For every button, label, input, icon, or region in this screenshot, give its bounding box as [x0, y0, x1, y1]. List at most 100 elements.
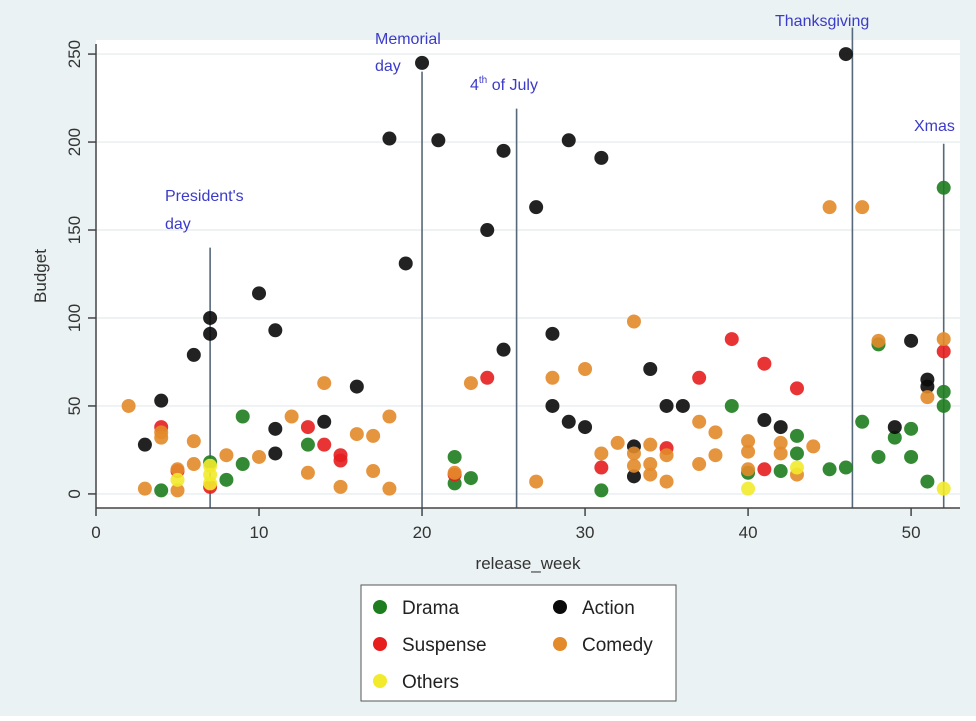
point-comedy	[806, 439, 821, 454]
y-tick-label: 250	[65, 40, 84, 68]
holiday-label-cont: day	[375, 58, 401, 75]
point-action	[317, 414, 332, 429]
legend-item-others: Others	[373, 672, 459, 693]
point-comedy	[643, 437, 658, 452]
point-comedy	[708, 425, 723, 440]
point-drama	[724, 398, 739, 413]
point-action	[382, 131, 397, 146]
point-drama	[936, 384, 951, 399]
holiday-lines	[209, 27, 945, 508]
point-comedy	[578, 362, 593, 377]
legend-marker	[373, 637, 387, 651]
point-comedy	[382, 481, 397, 496]
point-action	[268, 446, 283, 461]
point-comedy	[626, 314, 641, 329]
point-action	[529, 200, 544, 215]
point-drama	[235, 409, 250, 424]
point-comedy	[529, 474, 544, 489]
point-action	[431, 133, 446, 148]
legend-marker	[373, 674, 387, 688]
point-action	[594, 150, 609, 165]
legend-item-suspense: Suspense	[373, 635, 487, 656]
point-action	[480, 223, 495, 238]
point-others	[741, 481, 756, 496]
holiday-label: 4th of July	[470, 75, 538, 94]
y-gridlines	[96, 53, 960, 495]
point-comedy	[741, 444, 756, 459]
holiday-label: Thanksgiving	[775, 13, 869, 30]
x-axis-title: release_week	[476, 554, 581, 573]
point-action	[268, 323, 283, 338]
point-comedy	[186, 434, 201, 449]
point-comedy	[610, 435, 625, 450]
data-points	[121, 47, 951, 498]
x-tick-label: 30	[576, 523, 595, 542]
point-action	[398, 256, 413, 271]
point-comedy	[121, 398, 136, 413]
legend-label: Comedy	[582, 635, 653, 656]
legend-label: Others	[402, 672, 459, 693]
point-comedy	[773, 446, 788, 461]
y-tick-label: 200	[65, 128, 84, 156]
point-comedy	[317, 376, 332, 391]
point-comedy	[594, 446, 609, 461]
legend-item-action: Action	[553, 598, 635, 619]
point-comedy	[463, 376, 478, 391]
point-drama	[871, 449, 886, 464]
point-comedy	[871, 333, 886, 348]
y-ticks: 0 50 100 150 200 250	[65, 40, 96, 499]
point-suspense	[724, 332, 739, 347]
point-drama	[594, 483, 609, 498]
point-drama	[235, 457, 250, 472]
point-comedy	[708, 448, 723, 463]
point-comedy	[366, 428, 381, 443]
point-action	[659, 398, 674, 413]
point-comedy	[773, 435, 788, 450]
x-tick-label: 10	[250, 523, 269, 542]
point-comedy	[137, 481, 152, 496]
point-comedy	[252, 449, 267, 464]
point-action	[887, 420, 902, 435]
point-drama	[789, 428, 804, 443]
point-action	[578, 420, 593, 435]
y-tick-label: 150	[65, 216, 84, 244]
point-comedy	[382, 409, 397, 424]
point-action	[137, 437, 152, 452]
point-drama	[447, 449, 462, 464]
holiday-label: President's	[165, 188, 244, 205]
point-action	[349, 379, 364, 394]
point-action	[154, 393, 169, 408]
point-drama	[887, 430, 902, 445]
point-comedy	[626, 446, 641, 461]
point-suspense	[757, 462, 772, 477]
point-comedy	[920, 390, 935, 405]
point-action	[268, 421, 283, 436]
point-action	[561, 414, 576, 429]
y-tick-label: 50	[65, 396, 84, 415]
legend-item-drama: Drama	[373, 598, 459, 619]
point-action	[838, 47, 853, 62]
legend-marker	[553, 637, 567, 651]
point-drama	[855, 414, 870, 429]
point-comedy	[822, 200, 837, 215]
point-comedy	[170, 483, 185, 498]
point-action	[626, 469, 641, 484]
point-action	[415, 55, 430, 70]
holiday-label-cont: day	[165, 216, 191, 233]
legend-item-comedy: Comedy	[553, 635, 653, 656]
point-action	[203, 310, 218, 325]
point-action	[545, 398, 560, 413]
point-drama	[154, 483, 169, 498]
holiday-annotations: President's day Memorial day 4th of July Than…	[165, 13, 955, 233]
point-comedy	[643, 457, 658, 472]
point-drama	[300, 437, 315, 452]
x-ticks: 0 10 20 30 40 50	[91, 508, 921, 542]
point-drama	[904, 449, 919, 464]
point-drama	[822, 462, 837, 477]
point-comedy	[741, 462, 756, 477]
point-action	[904, 333, 919, 348]
point-action	[496, 143, 511, 158]
point-comedy	[855, 200, 870, 215]
legend-label: Action	[582, 598, 635, 619]
